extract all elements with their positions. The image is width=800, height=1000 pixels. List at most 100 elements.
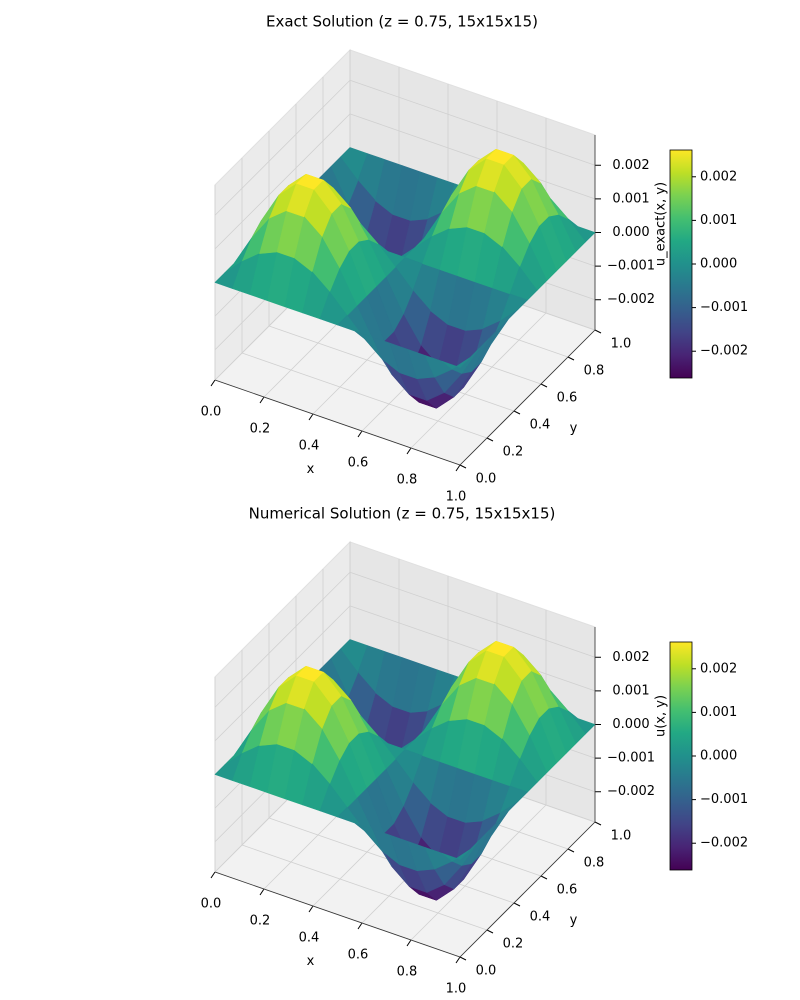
z-tick-label: −0.001: [607, 259, 655, 274]
tick-mark: [210, 379, 216, 387]
y-tick-label: 0.0: [476, 472, 497, 487]
grid-line: [214, 571, 351, 708]
x-tick-label: 0.8: [397, 965, 418, 980]
x-tick-label: 0.0: [201, 405, 222, 420]
tick-mark: [594, 821, 602, 826]
colorbar-tick-label: −0.002: [700, 836, 748, 851]
grid-line: [241, 844, 488, 931]
axis-line: [214, 871, 461, 958]
tick-mark: [210, 871, 216, 879]
tick-mark: [513, 902, 521, 907]
y-tick-label: 0.6: [557, 391, 578, 406]
y-tick-label: 0.0: [476, 964, 497, 979]
colorbar-tick-label: 0.000: [700, 749, 737, 764]
x-tick-label: 1.0: [446, 982, 467, 997]
grid-line: [241, 352, 488, 439]
tick-mark: [259, 396, 265, 404]
x-tick-label: 1.0: [446, 490, 467, 505]
x-tick-label: 0.0: [201, 897, 222, 912]
y-axis-label: y: [570, 421, 578, 436]
x-tick-label: 0.8: [397, 473, 418, 488]
surface-chart: Exact Solution (z = 0.75, 15x15x15) 0.0 0.…: [201, 13, 748, 505]
tick-mark: [594, 329, 602, 334]
colorbar-tick-label: 0.002: [700, 661, 737, 676]
surface-patch: [442, 357, 470, 370]
z-tick-label: 0.001: [612, 683, 649, 698]
y-tick-label: 0.4: [530, 418, 551, 433]
y-tick-label: 0.8: [584, 856, 605, 871]
x-tick-label: 0.6: [348, 456, 369, 471]
tick-mark: [357, 430, 363, 438]
surface-patch: [484, 683, 513, 740]
grid-line: [410, 312, 547, 449]
colorbar-tick-label: 0.000: [700, 257, 737, 272]
x-tick-label: 0.6: [348, 948, 369, 963]
grid-line: [349, 79, 596, 166]
colorbar: [669, 149, 693, 379]
grid-line: [349, 571, 596, 658]
colorbar-label: u(x, y): [654, 695, 669, 737]
z-tick-label: −0.002: [607, 292, 655, 307]
tick-mark: [459, 464, 467, 469]
tick-mark: [513, 410, 521, 415]
z-tick-label: 0.002: [612, 650, 649, 665]
chart-title: Numerical Solution (z = 0.75, 15x15x15): [249, 505, 556, 523]
y-tick-label: 0.8: [584, 364, 605, 379]
tick-mark: [486, 929, 494, 934]
tick-mark: [357, 922, 363, 930]
x-axis-label: x: [307, 462, 315, 477]
grid-line: [214, 79, 351, 216]
surface-patch: [294, 708, 323, 765]
z-tick-label: 0.002: [612, 158, 649, 173]
axis-line: [214, 379, 461, 466]
z-tick-label: 0.000: [612, 717, 649, 732]
tick-mark: [455, 956, 461, 964]
tick-mark: [459, 956, 467, 961]
grid-line: [349, 605, 596, 692]
x-tick-label: 0.4: [299, 439, 320, 454]
tick-mark: [567, 356, 575, 361]
tick-mark: [455, 464, 461, 472]
x-tick-label: 0.4: [299, 931, 320, 946]
chart-title: Exact Solution (z = 0.75, 15x15x15): [266, 13, 538, 31]
colorbar: [669, 641, 693, 871]
tick-mark: [406, 447, 412, 455]
z-tick-label: 0.000: [612, 225, 649, 240]
surface-patch: [442, 849, 470, 862]
tick-mark: [486, 437, 494, 442]
grid-line: [349, 113, 596, 200]
grid-line: [214, 113, 351, 250]
tick-mark: [567, 848, 575, 853]
x-tick-label: 0.2: [250, 422, 271, 437]
tick-mark: [259, 888, 265, 896]
y-axis-label: y: [570, 913, 578, 928]
surface-patch: [294, 216, 323, 273]
z-tick-label: −0.001: [607, 751, 655, 766]
y-tick-label: 0.2: [503, 937, 524, 952]
colorbar-tick-label: 0.001: [700, 705, 737, 720]
x-axis-label: x: [307, 954, 315, 969]
z-tick-label: 0.001: [612, 191, 649, 206]
colorbar-tick-label: −0.001: [700, 300, 748, 315]
surface-patch: [484, 191, 513, 248]
axis-line: [459, 821, 596, 958]
y-tick-label: 0.6: [557, 883, 578, 898]
grid-line: [410, 804, 547, 941]
surface-chart: Numerical Solution (z = 0.75, 15x15x15) 0…: [201, 505, 748, 997]
grid-line: [214, 605, 351, 742]
z-tick-label: −0.002: [607, 784, 655, 799]
y-tick-label: 1.0: [611, 829, 632, 844]
y-tick-label: 0.4: [530, 910, 551, 925]
colorbar-label: u_exact(x, y): [654, 182, 669, 266]
colorbar-tick-label: 0.001: [700, 213, 737, 228]
tick-mark: [308, 413, 314, 421]
colorbar-tick-label: 0.002: [700, 169, 737, 184]
axis-line: [459, 329, 596, 466]
y-tick-label: 1.0: [611, 337, 632, 352]
x-tick-label: 0.2: [250, 914, 271, 929]
tick-mark: [308, 905, 314, 913]
tick-mark: [540, 875, 548, 880]
colorbar-tick-label: −0.001: [700, 792, 748, 807]
colorbar-tick-label: −0.002: [700, 344, 748, 359]
